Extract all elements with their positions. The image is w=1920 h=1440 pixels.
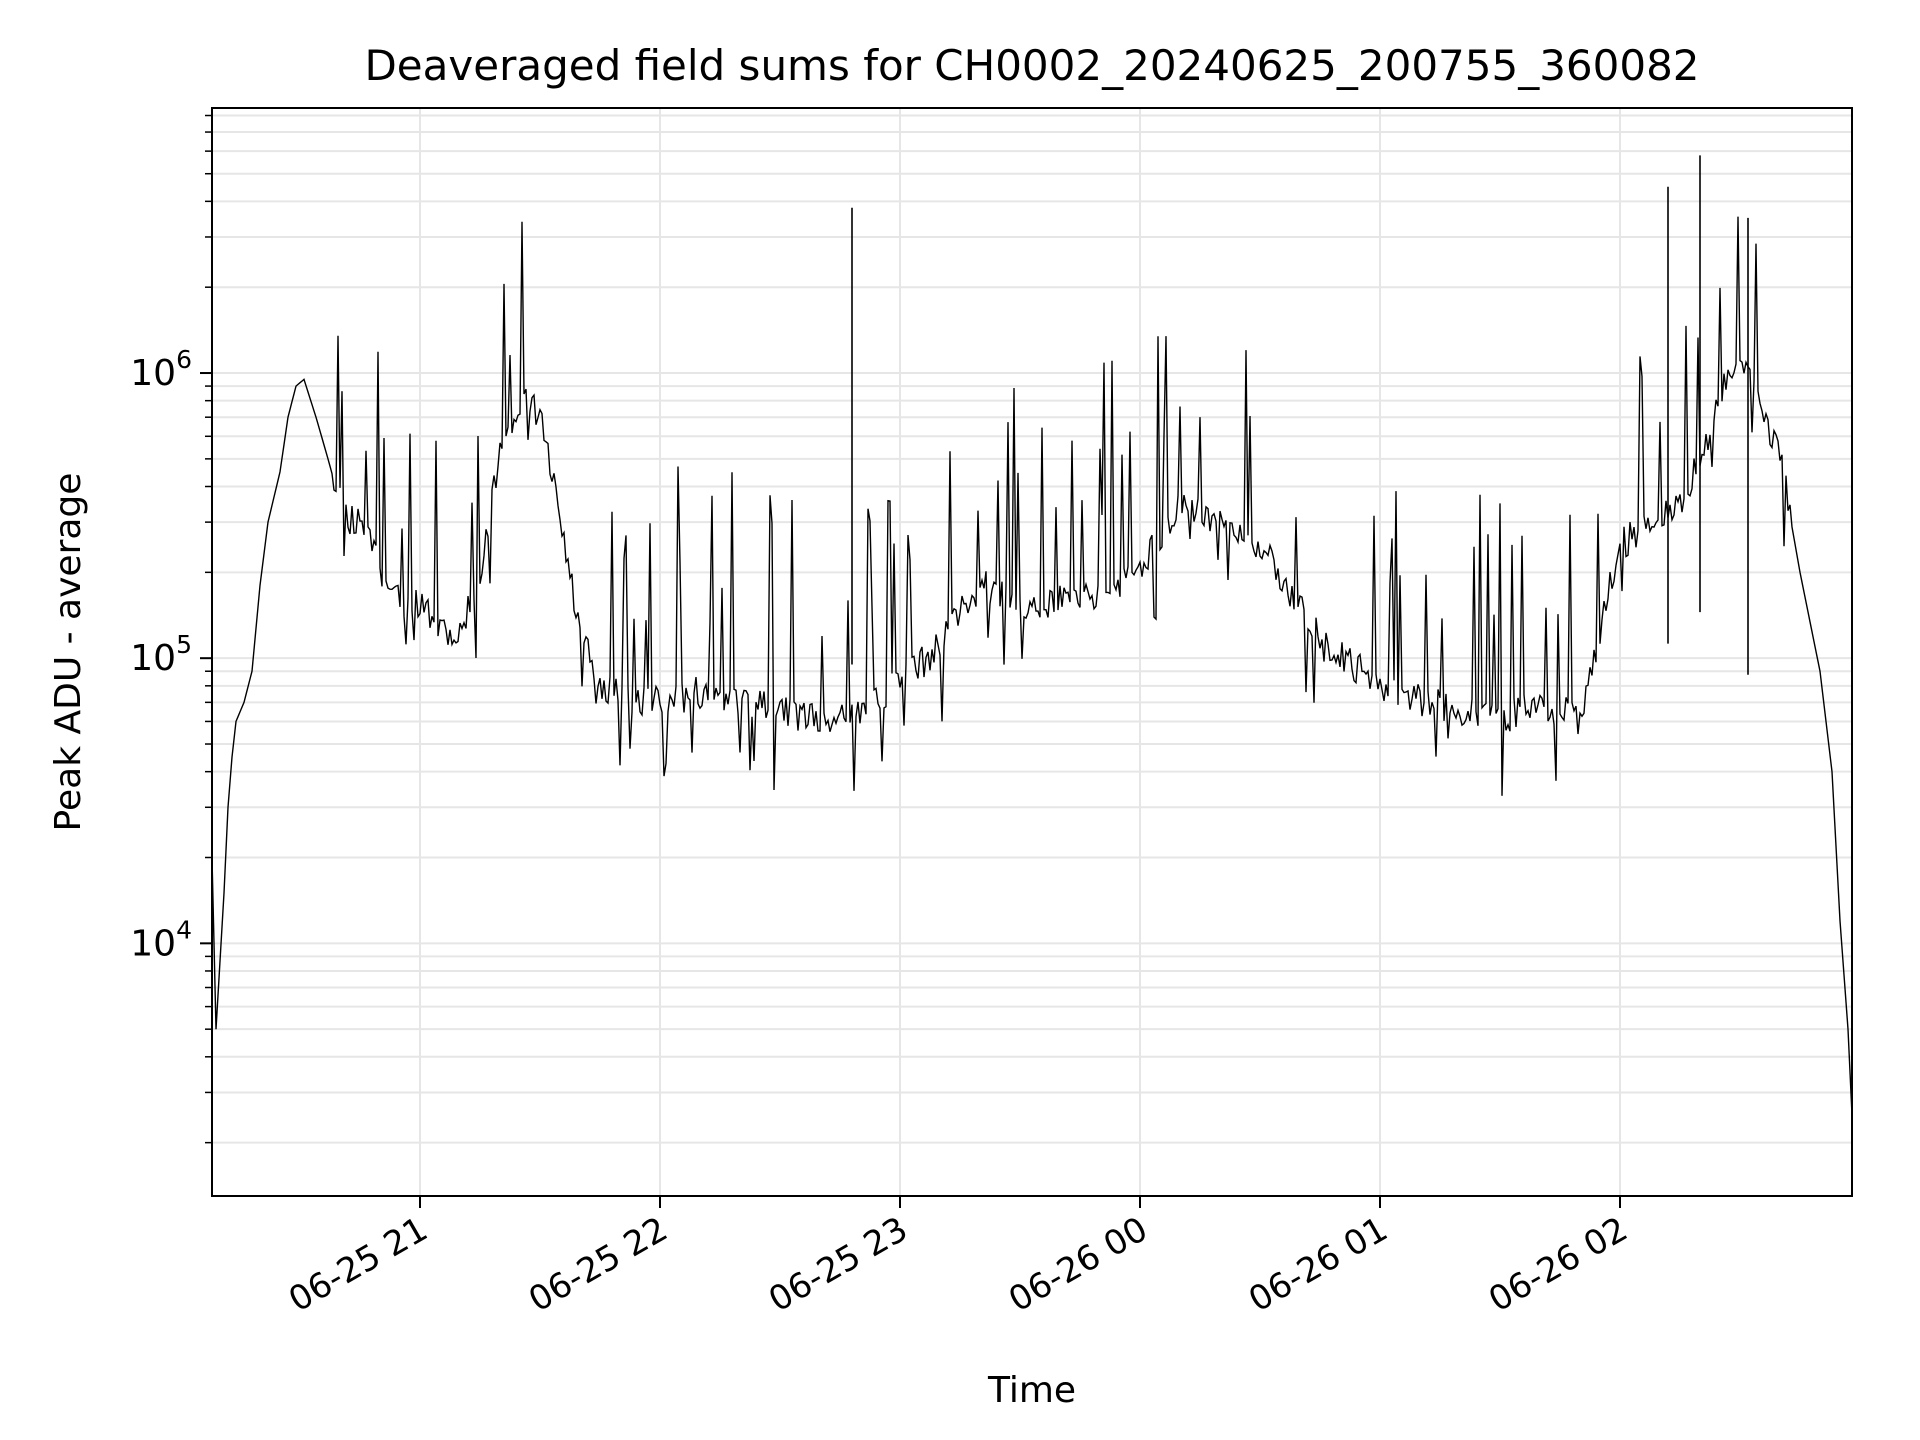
grid xyxy=(212,108,1852,1196)
y-tick-exponent: 6 xyxy=(176,345,192,374)
chart-title: Deaveraged field sums for CH0002_2024062… xyxy=(364,41,1699,90)
series-line xyxy=(211,216,1853,1116)
plot-frame xyxy=(211,107,1853,1197)
series-group xyxy=(211,155,1853,1116)
y-tick-exponent: 5 xyxy=(176,630,192,659)
y-tick-base: 10 xyxy=(130,353,176,394)
x-axis-label: Time xyxy=(987,1370,1076,1411)
y-tick-base: 10 xyxy=(130,923,176,964)
y-axis-label: Peak ADU - average xyxy=(48,473,89,832)
y-tick-label: 105 xyxy=(130,630,192,679)
y-tick-label: 106 xyxy=(130,345,192,394)
y-tick-label: 104 xyxy=(130,915,192,964)
y-tick-base: 10 xyxy=(130,638,176,679)
y-tick-exponent: 4 xyxy=(176,915,192,944)
